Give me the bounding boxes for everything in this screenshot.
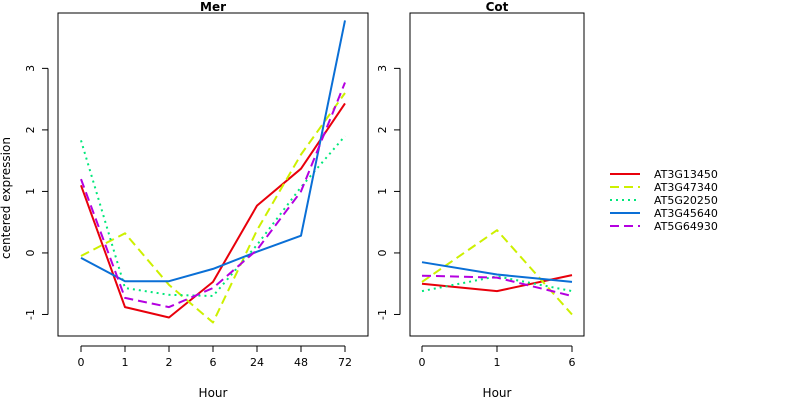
x-tick-label: 2: [166, 356, 173, 369]
y-tick-label: -1: [376, 309, 389, 320]
x-tick-label: 72: [338, 356, 352, 369]
x-tick-label: 6: [569, 356, 576, 369]
x-tick-label: 6: [210, 356, 217, 369]
x-tick-label: 1: [122, 356, 129, 369]
x-tick-label: 0: [78, 356, 85, 369]
series-line-at3g13450: [80, 102, 346, 319]
series-line-at5g64930: [80, 82, 346, 309]
legend-label: AT3G47340: [654, 181, 718, 194]
x-axis-title: Hour: [483, 386, 512, 400]
plot-frame: [57, 12, 369, 337]
y-tick-label: 3: [376, 65, 389, 72]
series-line-at3g47340: [421, 229, 573, 316]
series-line-at5g64930: [421, 274, 573, 297]
series-line-at3g45640: [421, 261, 573, 283]
legend-label: AT5G20250: [654, 194, 718, 207]
legend: AT3G13450AT3G47340AT5G20250AT3G45640AT5G…: [610, 168, 718, 233]
y-tick-label: 2: [376, 126, 389, 133]
panel-cot: Cot -1 0 1 2 3 0 1 6 Hour: [376, 0, 585, 400]
y-tick-label: 1: [24, 188, 37, 195]
legend-label: AT5G64930: [654, 220, 718, 233]
panel-title: Mer: [200, 0, 226, 14]
panel-mer: Mer -1 0 1 2 3 0 1 2 6 24 48 72 Hour: [24, 0, 369, 400]
series-line-at3g45640: [80, 20, 346, 283]
x-tick-label: 1: [494, 356, 501, 369]
y-tick-label: -1: [24, 309, 37, 320]
x-tick-label: 0: [419, 356, 426, 369]
y-tick-label: 1: [376, 188, 389, 195]
y-tick-label: 2: [24, 126, 37, 133]
y-tick-label: 0: [376, 249, 389, 256]
series-line-at3g47340: [80, 92, 346, 324]
series-line-at5g20250: [421, 275, 573, 293]
legend-label: AT3G13450: [654, 168, 718, 181]
plot-frame: [409, 12, 585, 337]
x-axis-title: Hour: [199, 386, 228, 400]
panel-title: Cot: [486, 0, 509, 14]
legend-label: AT3G45640: [654, 207, 718, 220]
x-tick-label: 24: [250, 356, 264, 369]
y-axis-title: centered expression: [0, 137, 13, 259]
y-tick-label: 3: [24, 65, 37, 72]
y-tick-label: 0: [24, 249, 37, 256]
x-tick-label: 48: [294, 356, 308, 369]
